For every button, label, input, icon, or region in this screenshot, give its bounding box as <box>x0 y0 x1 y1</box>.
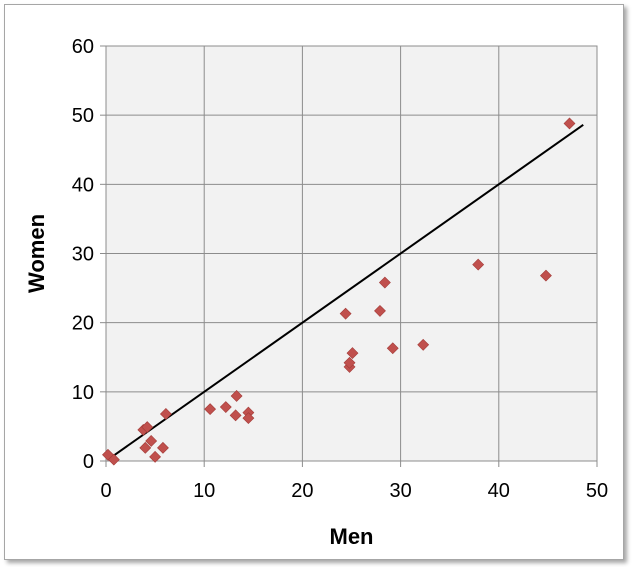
y-tick-label: 40 <box>72 174 94 196</box>
y-axis-title: Women <box>24 214 49 293</box>
data-point <box>540 269 552 282</box>
data-point <box>242 412 255 425</box>
data-point <box>149 450 162 463</box>
data-point <box>230 390 243 402</box>
data-points <box>102 117 576 466</box>
x-tick-label: 50 <box>586 480 608 502</box>
data-point <box>346 347 359 360</box>
x-tick-label: 30 <box>389 480 411 502</box>
data-point <box>386 342 399 355</box>
x-tick-label: 20 <box>291 480 313 502</box>
data-point <box>378 276 391 289</box>
data-point <box>339 307 352 320</box>
data-point <box>472 258 485 271</box>
data-point <box>157 441 169 454</box>
x-tick-label: 0 <box>100 480 111 502</box>
data-point <box>563 117 576 130</box>
data-point <box>219 401 232 413</box>
tick-labels: 0 10 20 30 40 50 0 10 20 30 40 50 60 <box>72 36 608 502</box>
y-tick-label: 10 <box>72 382 94 404</box>
data-point <box>139 441 152 454</box>
data-point <box>417 338 430 351</box>
gridlines <box>100 45 598 467</box>
data-point <box>107 453 120 466</box>
x-tick-label: 40 <box>488 480 510 502</box>
reference-line <box>110 124 584 459</box>
y-tick-label: 60 <box>72 36 94 58</box>
y-tick-label: 20 <box>72 313 94 335</box>
data-point <box>141 421 154 434</box>
x-tick-label: 10 <box>193 480 215 502</box>
data-point <box>343 356 356 369</box>
data-point <box>374 304 386 317</box>
y-tick-label: 30 <box>72 244 94 266</box>
data-point <box>145 435 158 447</box>
data-point <box>204 403 217 416</box>
data-point <box>159 408 172 420</box>
data-point <box>229 409 242 422</box>
y-tick-label: 0 <box>83 451 94 473</box>
x-axis-title: Men <box>330 524 374 549</box>
y-tick-label: 50 <box>72 105 94 127</box>
